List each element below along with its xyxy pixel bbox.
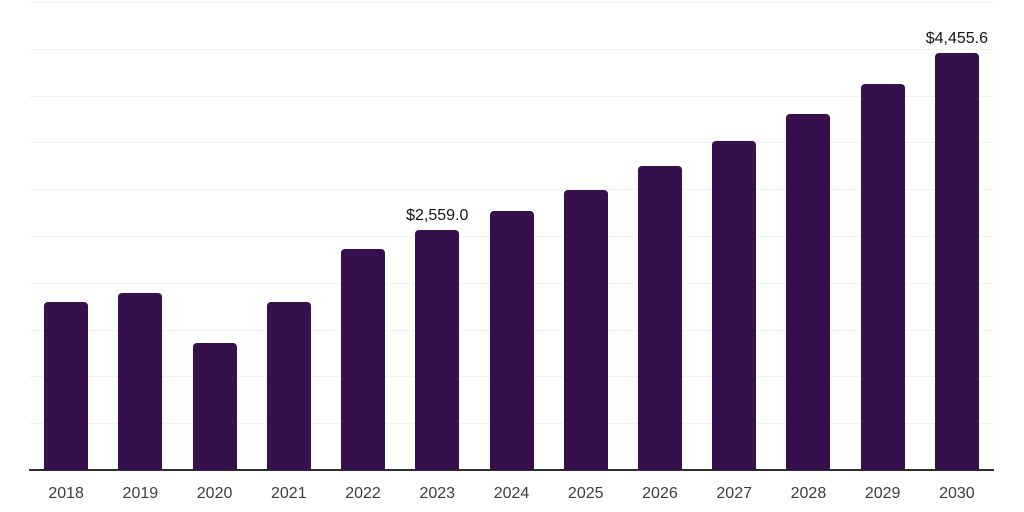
grid-line (29, 48, 994, 50)
bar-2027 (712, 141, 757, 470)
x-tick-label-2030: 2030 (939, 485, 975, 502)
bar-2023 (415, 230, 460, 470)
x-tick-label-2026: 2026 (642, 485, 678, 502)
bar-2020 (192, 342, 237, 470)
bar-2022 (341, 249, 386, 470)
x-tick-label-2018: 2018 (48, 485, 84, 502)
bar-2030 (934, 52, 979, 470)
grid-line (29, 142, 994, 144)
bar-2021 (266, 301, 311, 470)
x-tick-label-2029: 2029 (864, 485, 901, 502)
x-tick-label-2020: 2020 (196, 485, 233, 502)
x-tick-label-2024: 2024 (493, 485, 530, 502)
x-tick-label-2019: 2019 (122, 485, 159, 502)
grid-line (29, 2, 994, 3)
bar-2018 (44, 302, 89, 470)
bar-2025 (563, 190, 608, 470)
grid-line (29, 95, 994, 97)
bar-value-label-2030: $4,455.6 (925, 29, 989, 47)
x-tick-label-2023: 2023 (419, 485, 456, 502)
x-axis-line (29, 469, 994, 471)
bar-2024 (489, 210, 534, 470)
x-tick-label-2025: 2025 (567, 485, 604, 502)
x-tick-label-2022: 2022 (345, 485, 381, 502)
x-tick-label-2028: 2028 (790, 485, 827, 502)
grid-line (29, 189, 994, 191)
bar-value-label-2023: $2,559.0 (406, 207, 469, 225)
x-tick-label-2027: 2027 (716, 485, 752, 502)
bar-2019 (118, 292, 163, 470)
bar-2029 (860, 83, 905, 470)
bar-2026 (637, 166, 682, 470)
x-tick-label-2021: 2021 (271, 485, 307, 502)
bar-2028 (786, 113, 831, 470)
